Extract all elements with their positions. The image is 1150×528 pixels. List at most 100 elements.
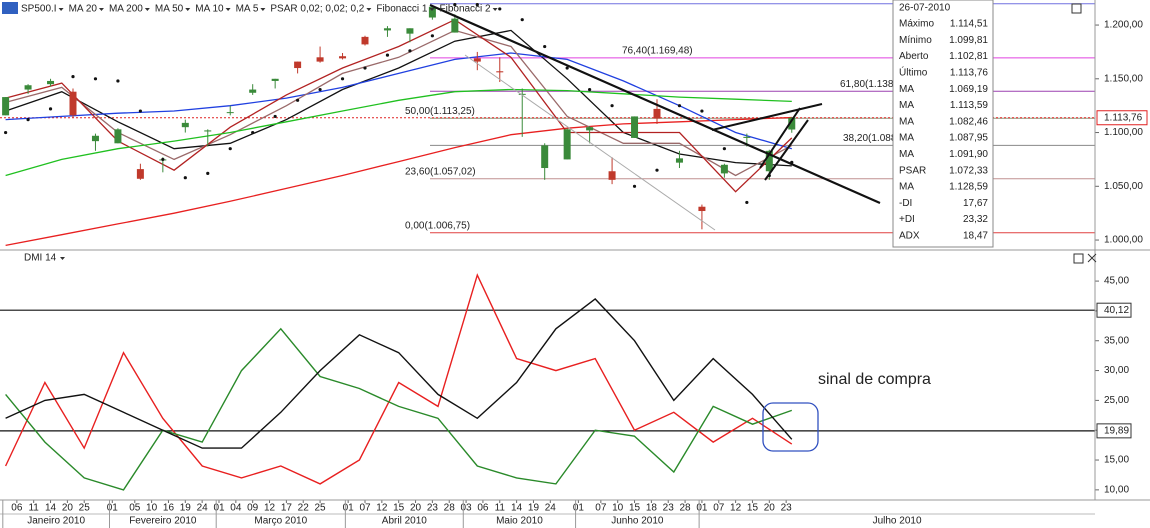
wedge-line xyxy=(759,107,801,169)
x-tick-label: 01 xyxy=(343,503,355,514)
candle-body xyxy=(743,136,751,138)
dropdown-arrow xyxy=(366,8,372,11)
psar-dot xyxy=(161,157,165,162)
level-label: 19,89 xyxy=(1104,426,1129,437)
psar-dot xyxy=(206,171,210,175)
dropdown-arrow xyxy=(429,8,435,11)
wedge-line xyxy=(764,119,809,181)
x-tick-label: 12 xyxy=(376,503,388,514)
info-value: 1.128,59 xyxy=(949,182,988,193)
psar-dot xyxy=(138,109,142,113)
info-value: 1.099,81 xyxy=(949,35,988,46)
x-tick-label: 20 xyxy=(62,503,74,514)
x-tick-label: 07 xyxy=(595,503,607,514)
candle-body xyxy=(653,108,661,119)
y-tick-label: 1.050,00 xyxy=(1104,181,1143,192)
info-label: MA xyxy=(899,116,914,127)
candle-body xyxy=(720,164,728,174)
y-tick-label: 1.100,00 xyxy=(1104,127,1143,138)
legend-item: PSAR 0,02; 0,02; 0,2 xyxy=(270,4,364,15)
level-box xyxy=(1096,423,1132,439)
info-label: MA xyxy=(899,84,914,95)
candle-body xyxy=(226,112,234,114)
info-value: 1.082,46 xyxy=(949,116,988,127)
x-tick-label: 03 xyxy=(461,503,473,514)
legend-item: MA 50 xyxy=(155,4,184,15)
x-tick-label: 23 xyxy=(781,503,793,514)
psar-dot xyxy=(677,104,682,108)
legend-item: SP500.I xyxy=(21,4,57,15)
info-label: MA xyxy=(899,133,914,144)
maximize-icon[interactable] xyxy=(1071,3,1082,14)
psar-dot xyxy=(475,3,479,7)
candle-body xyxy=(631,116,639,138)
candle-body xyxy=(788,117,796,130)
psar-dot xyxy=(632,184,637,188)
psar-dot xyxy=(700,109,704,113)
fibonacci-label: 76,40(1.169,48) xyxy=(622,45,693,56)
x-tick-label: 09 xyxy=(247,503,259,514)
candle-body xyxy=(204,130,212,132)
psar-dot xyxy=(745,200,749,205)
candle-body xyxy=(316,57,324,62)
psar-dot xyxy=(543,44,547,49)
x-tick-label: 20 xyxy=(764,503,776,514)
y-tick-label: 15,00 xyxy=(1104,455,1129,466)
month-label: Junho 2010 xyxy=(611,516,664,527)
info-label: PSAR xyxy=(899,165,926,176)
y-tick-label: 30,00 xyxy=(1104,365,1129,376)
info-value: 1.069,19 xyxy=(949,84,988,95)
psar-dot xyxy=(318,87,322,92)
panel-title: DMI 14 xyxy=(24,253,57,264)
y-tick-label: 1.000,00 xyxy=(1104,235,1143,246)
dropdown-arrow xyxy=(185,8,191,11)
x-tick-label: 18 xyxy=(646,503,658,514)
month-label: Maio 2010 xyxy=(496,516,543,527)
info-value: 1.072,33 xyxy=(949,165,988,176)
candle-body xyxy=(473,58,481,62)
last-price-box xyxy=(1096,110,1148,126)
wedge-line xyxy=(711,103,823,131)
info-value: 1.114,51 xyxy=(950,19,989,30)
info-value: 1.087,95 xyxy=(949,133,988,144)
x-tick-label: 22 xyxy=(298,503,310,514)
candle-body xyxy=(675,158,683,163)
x-tick-label: 20 xyxy=(410,503,422,514)
y-tick-label: 45,00 xyxy=(1104,276,1129,287)
moving-average xyxy=(5,88,792,177)
psar-dot xyxy=(363,66,367,70)
candle-body xyxy=(136,169,144,179)
info-value: 17,67 xyxy=(963,198,988,209)
maximize-icon[interactable] xyxy=(1073,253,1084,264)
moving-average xyxy=(5,18,793,193)
dropdown-arrow xyxy=(144,8,150,11)
symbol-icon xyxy=(2,2,18,14)
level-box xyxy=(1096,302,1132,318)
close-icon[interactable] xyxy=(1087,253,1097,263)
fibonacci-label: 0,00(1.006,75) xyxy=(405,220,470,231)
signal-highlight xyxy=(762,402,819,452)
month-label: Março 2010 xyxy=(254,516,307,527)
info-label: Máximo xyxy=(899,19,934,30)
x-tick-label: 28 xyxy=(444,503,456,514)
candle-body xyxy=(294,61,302,69)
info-panel xyxy=(892,0,994,248)
y-tick-label: 25,00 xyxy=(1104,395,1129,406)
psar-dot xyxy=(183,176,187,180)
info-value: 1.091,90 xyxy=(949,149,988,160)
x-tick-label: 06 xyxy=(11,503,23,514)
x-tick-label: 10 xyxy=(612,503,624,514)
psar-dot xyxy=(26,118,30,122)
drawing-tools xyxy=(429,3,881,452)
candle-body xyxy=(541,145,549,169)
candle-body xyxy=(24,85,32,90)
moving-average xyxy=(5,29,793,177)
x-tick-label: 17 xyxy=(281,503,293,514)
y-tick-label: 1.200,00 xyxy=(1104,20,1143,31)
psar-dot xyxy=(655,168,659,172)
psar-dot xyxy=(430,34,434,38)
legend-item: Fibonacci 2 xyxy=(439,4,491,15)
psar-dot xyxy=(385,53,390,57)
info-label: Mínimo xyxy=(899,35,932,46)
candle-body xyxy=(47,80,55,85)
